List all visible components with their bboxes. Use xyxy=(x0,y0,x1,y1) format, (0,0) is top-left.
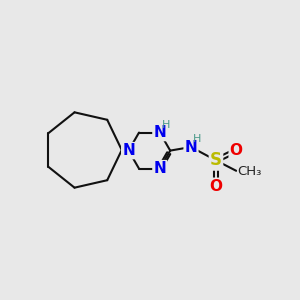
Text: N: N xyxy=(153,161,166,176)
Text: H: H xyxy=(194,134,202,144)
Text: O: O xyxy=(230,143,243,158)
Text: N: N xyxy=(153,125,166,140)
Text: CH₃: CH₃ xyxy=(238,166,262,178)
Text: O: O xyxy=(209,179,223,194)
Text: N: N xyxy=(184,140,197,154)
Text: N: N xyxy=(122,143,135,158)
Text: H: H xyxy=(162,120,170,130)
Text: S: S xyxy=(210,152,222,169)
